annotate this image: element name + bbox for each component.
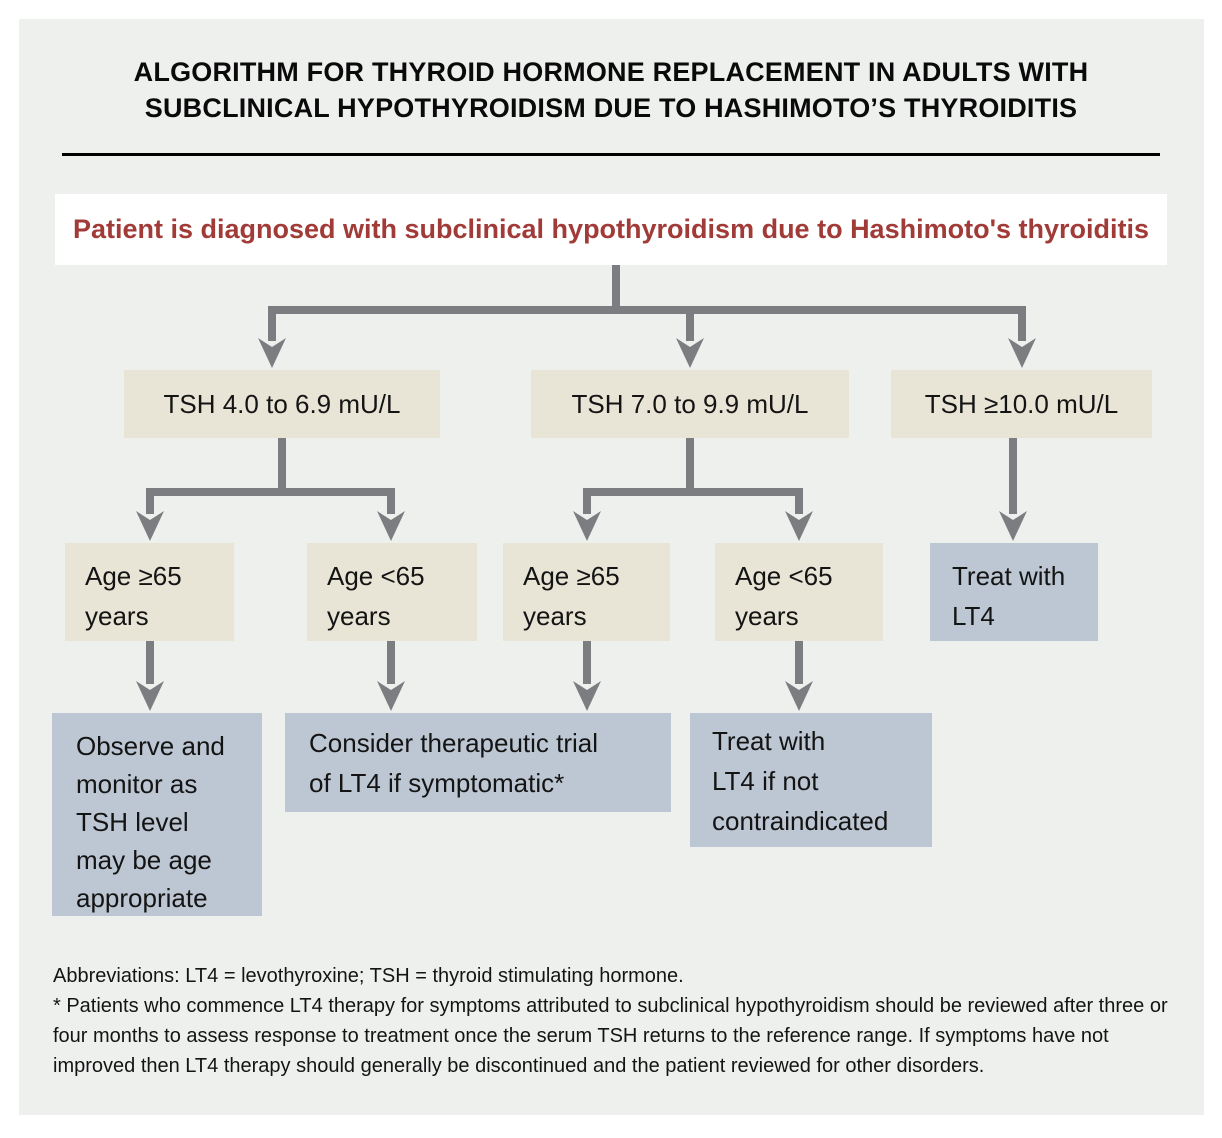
node-treat-with-lt4-line-2: LT4 [952,601,995,631]
node-age-lt65-a-line-1: Age <65 [327,561,425,591]
node-observe-line-2: monitor as [76,769,198,799]
node-tsh-4-to-6-9-label: TSH 4.0 to 6.9 mU/L [163,388,401,419]
page-title: ALGORITHM FOR THYROID HORMONE REPLACEMEN… [0,54,1222,126]
node-consider-therapeutic-trial: Consider therapeutic trial of LT4 if sym… [285,713,671,812]
node-treat-not-line-3: contraindicated [712,806,889,836]
node-age-lt65-b-line-2: years [735,601,799,631]
page-title-line-2: SUBCLINICAL HYPOTHYROIDISM DUE TO HASHIM… [144,93,1078,123]
node-consider-line-2: of LT4 if symptomatic* [309,768,565,798]
footnote-asterisk: * Patients who commence LT4 therapy for … [53,995,1168,1077]
node-age-ge65-a-line-2: years [85,601,149,631]
node-consider-line-1: Consider therapeutic trial [309,728,599,758]
node-age-ge65-b-line-2: years [523,601,587,631]
node-age-lt65-b: Age <65 years [715,543,883,641]
node-treat-not-line-2: LT4 if not [712,766,819,796]
node-age-ge65-b: Age ≥65 years [503,543,670,641]
node-age-ge65-b-line-1: Age ≥65 [523,561,620,591]
node-observe-line-4: may be age [76,845,212,875]
node-age-lt65-a: Age <65 years [307,543,477,641]
node-treat-lt4-if-not-contraindicated: Treat with LT4 if not contraindicated [690,713,932,847]
node-observe-line-5: appropriate [76,883,208,913]
node-age-lt65-a-line-2: years [327,601,391,631]
node-tsh-7-to-9-9-label: TSH 7.0 to 9.9 mU/L [571,388,809,419]
node-tsh-4-to-6-9: TSH 4.0 to 6.9 mU/L [124,370,440,438]
diagnosis-banner-text: Patient is diagnosed with subclinical hy… [72,214,1150,244]
node-age-ge65-a-line-1: Age ≥65 [85,561,182,591]
title-divider-line [62,153,1160,156]
node-age-ge65-a: Age ≥65 years [65,543,234,641]
node-treat-with-lt4: Treat with LT4 [930,543,1098,641]
node-tsh-7-to-9-9: TSH 7.0 to 9.9 mU/L [531,370,849,438]
node-observe-line-3: TSH level [76,807,189,837]
page-title-line-1: ALGORITHM FOR THYROID HORMONE REPLACEMEN… [133,57,1089,87]
node-observe-line-1: Observe and [76,731,225,761]
node-tsh-ge-10-label: TSH ≥10.0 mU/L [924,388,1119,419]
node-treat-with-lt4-line-1: Treat with [952,561,1066,591]
node-tsh-ge-10: TSH ≥10.0 mU/L [891,370,1152,438]
footnote-abbreviations: Abbreviations: LT4 = levothyroxine; TSH … [53,965,684,987]
node-treat-not-line-1: Treat with [712,726,826,756]
node-observe-and-monitor: Observe and monitor as TSH level may be … [52,713,262,916]
node-age-lt65-b-line-1: Age <65 [735,561,833,591]
footnotes: Abbreviations: LT4 = levothyroxine; TSH … [53,961,1173,1081]
diagnosis-banner: Patient is diagnosed with subclinical hy… [55,194,1167,265]
